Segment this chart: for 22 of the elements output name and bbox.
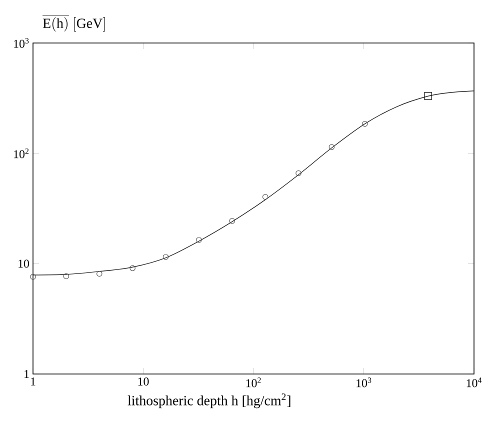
point: [229, 218, 236, 224]
x-tick-label: 1: [31, 378, 36, 386]
x-tick-label: 10: [138, 378, 149, 386]
point: [362, 120, 368, 127]
point: [196, 237, 202, 243]
point: [296, 170, 302, 176]
y-tick-label: 1: [24, 370, 29, 378]
point: [262, 194, 268, 200]
y-tick-label: 10: [18, 260, 30, 268]
point: [162, 254, 169, 260]
x-tick-label: 10$^{4}$: [466, 378, 482, 388]
x-tick-label: 10$^{2}$: [246, 378, 261, 388]
point: [63, 273, 70, 280]
point: [328, 144, 335, 150]
point: [96, 270, 102, 277]
y-tick-label: 10$^{3}$: [14, 38, 29, 48]
y-tick-label: 10$^{2}$: [14, 148, 29, 158]
y-axis-title: $\overline{\mathrm{E(h)}}\ [\mathrm{GeV}]$: [42, 16, 105, 32]
x-axis-title: lithospheric depth h [hg/cm$^{2}$]: [128, 394, 290, 408]
point: [130, 265, 136, 272]
point: [30, 274, 36, 280]
x-tick-label: 10$^{3}$: [356, 378, 372, 388]
